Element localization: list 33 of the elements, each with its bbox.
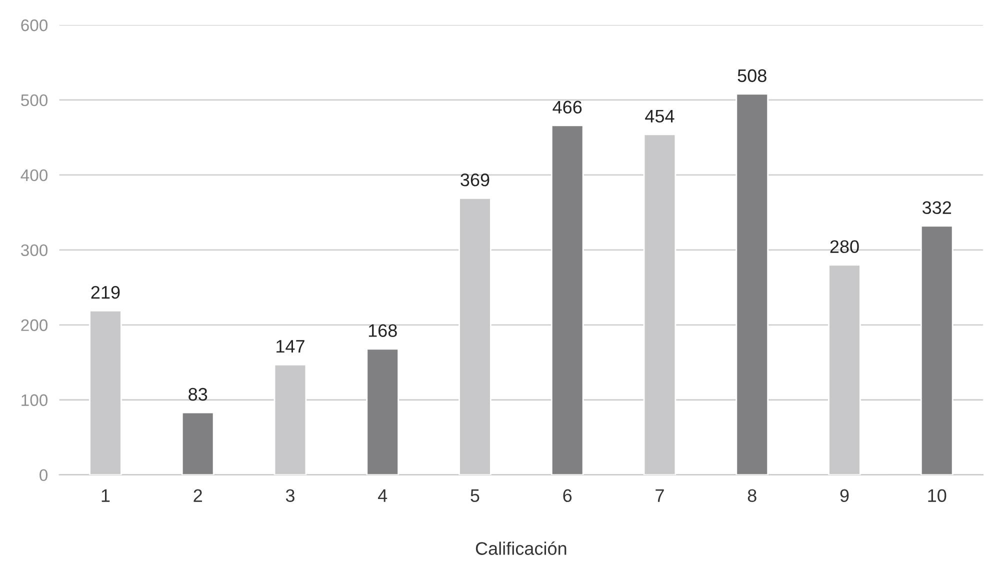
y-tick-label: 100: [22, 394, 48, 406]
x-tick-label: 1: [102, 489, 110, 502]
bar: [736, 93, 769, 475]
x-axis-title: Calificación: [476, 541, 566, 555]
bar: [366, 348, 399, 475]
x-tick-label: 10: [928, 489, 946, 502]
y-tick-label: 500: [21, 94, 48, 106]
y-tick-label: 400: [20, 169, 48, 182]
data-label: 83: [188, 388, 208, 401]
x-tick-label: 5: [470, 489, 480, 502]
data-label: 508: [738, 69, 766, 82]
x-tick-label: 3: [286, 489, 294, 502]
y-tick-label: 200: [21, 319, 48, 332]
bar: [181, 412, 214, 475]
data-label: 147: [276, 340, 304, 353]
bar: [550, 124, 584, 475]
y-tick-label: 300: [21, 244, 48, 256]
x-tick-label: 9: [840, 489, 849, 502]
data-label: 168: [368, 324, 397, 337]
bar: [920, 225, 954, 475]
x-tick-label: 7: [656, 489, 664, 502]
data-label: 369: [460, 174, 490, 186]
y-tick-label: 0: [40, 469, 48, 482]
data-label: 332: [922, 201, 952, 214]
data-label: 280: [830, 240, 859, 254]
x-tick-label: 8: [748, 489, 756, 502]
data-label: 219: [91, 286, 120, 299]
data-label: 454: [645, 110, 674, 123]
data-label: 466: [552, 100, 582, 114]
y-tick-label: 600: [21, 19, 48, 32]
x-tick-label: 6: [563, 489, 572, 502]
x-tick-label: 4: [378, 489, 388, 502]
x-tick-label: 2: [194, 489, 202, 502]
